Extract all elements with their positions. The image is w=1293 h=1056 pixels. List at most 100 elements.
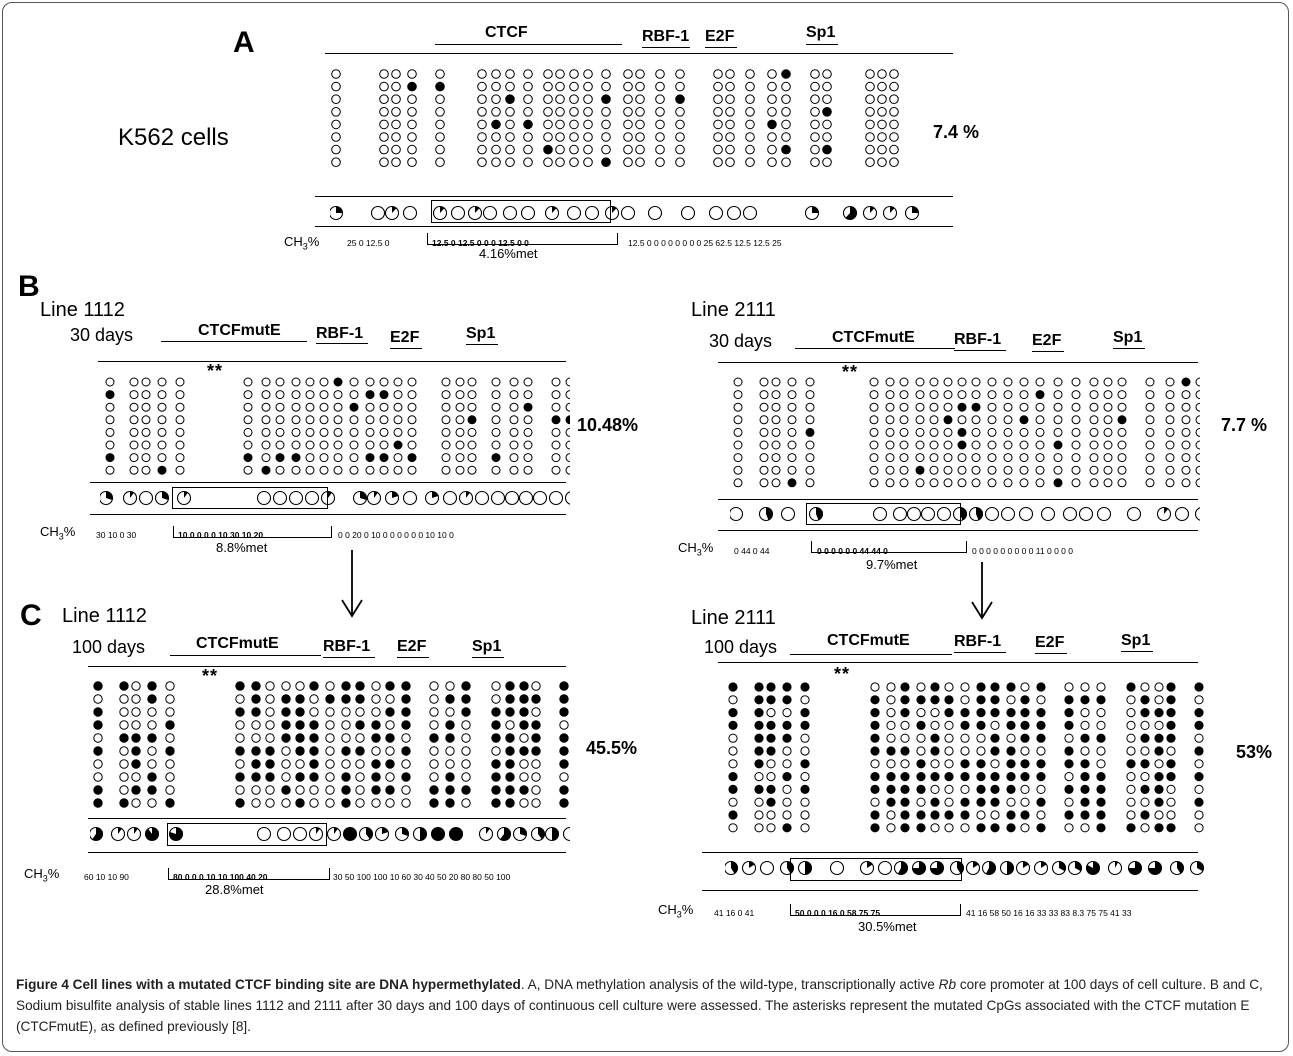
- cpg-circle: [531, 681, 541, 691]
- cpg-circle: [477, 119, 487, 130]
- cpg-circle: [944, 797, 954, 807]
- summary-pie: [370, 205, 386, 221]
- summary-circles-b-left: [100, 490, 570, 506]
- cpg-circle: [435, 107, 445, 117]
- summary-pie-fill: [475, 206, 480, 213]
- cpg-circle: [445, 759, 455, 769]
- cpg-circle: [445, 694, 455, 704]
- cpg-circle: [1006, 695, 1016, 705]
- cpg-circle: [766, 708, 776, 718]
- cpg-circle: [1140, 810, 1150, 820]
- summary-pie: [759, 860, 775, 876]
- cpg-circle: [295, 759, 305, 769]
- cpg-circle: [261, 453, 271, 463]
- cpg-circle: [916, 733, 926, 743]
- summary-pie: [502, 205, 518, 221]
- cpg-circle: [1195, 427, 1200, 437]
- summary-pie-fill: [466, 491, 470, 498]
- cpg-circle: [885, 402, 895, 412]
- cpg-circle: [623, 119, 633, 130]
- days-label: 30 days: [70, 325, 134, 345]
- cpg-circle: [1003, 478, 1013, 488]
- cpg-circle: [885, 427, 895, 437]
- cpg-circle: [243, 402, 253, 412]
- cpg-circle: [759, 465, 769, 475]
- cpg-circle: [555, 157, 565, 167]
- cpg-circle: [551, 465, 561, 475]
- summary-pie: [474, 490, 490, 506]
- cpg-circle: [655, 94, 665, 105]
- cpg-circle: [519, 759, 529, 769]
- site-underline-ctcfmute: [161, 341, 307, 343]
- cpg-circle: [916, 695, 926, 705]
- summary-pie: [448, 826, 464, 842]
- cpg-circle: [943, 415, 953, 425]
- cpg-circle: [491, 465, 501, 475]
- cpg-circle: [900, 733, 910, 743]
- cpg-circle: [915, 402, 925, 412]
- cpg-circle: [331, 81, 341, 92]
- cpg-circle: [243, 390, 253, 400]
- cpg-circle: [235, 681, 245, 691]
- cpg-circle: [435, 119, 445, 130]
- summary-pie: [292, 826, 308, 842]
- cpg-circle: [559, 759, 569, 769]
- cpg-circle: [1165, 390, 1175, 400]
- cpg-circle: [379, 144, 389, 155]
- cpg-circle: [805, 440, 815, 450]
- cpg-circle: [1096, 797, 1106, 807]
- site-label-ctcfmute: CTCFmutE: [827, 632, 910, 649]
- cpg-circle: [1080, 784, 1090, 795]
- cpg-circle: [349, 415, 359, 425]
- mutation-asterisks: **: [834, 664, 851, 684]
- summary-circles-b-right: [730, 506, 1200, 522]
- cpg-circle: [491, 746, 501, 756]
- cpg-circle: [491, 157, 501, 167]
- ch3-values-left: 60 10 10 90: [84, 872, 129, 882]
- cpg-circle: [341, 720, 351, 730]
- days-label: 100 days: [704, 637, 778, 657]
- cpg-circle: [331, 107, 341, 117]
- cpg-circle: [407, 390, 417, 400]
- cpg-circle: [960, 797, 970, 807]
- cpg-circle: [971, 415, 981, 425]
- cpg-circle: [822, 157, 832, 167]
- cpg-circle: [407, 69, 417, 79]
- cpg-circle: [445, 746, 455, 756]
- methylation-grid-c-right: [728, 682, 1204, 833]
- cpg-circle: [766, 810, 776, 820]
- cpg-circle: [407, 465, 417, 475]
- cpg-circle: [105, 402, 115, 412]
- cpg-circle: [1166, 772, 1176, 782]
- cpg-circle: [265, 694, 275, 704]
- ctcf-box: [167, 823, 327, 846]
- cpg-circle: [1166, 708, 1176, 718]
- summary-pie-fill: [870, 206, 875, 213]
- cpg-circle: [407, 453, 417, 463]
- cpg-circle: [1035, 465, 1045, 475]
- summary-pie: [906, 506, 922, 522]
- cpg-circle: [235, 746, 245, 756]
- cpg-circle: [1096, 708, 1106, 718]
- cpg-circle: [915, 390, 925, 400]
- cpg-circle: [355, 681, 365, 691]
- cpg-circle: [1194, 733, 1204, 743]
- cpg-circle: [129, 402, 139, 412]
- cpg-circle: [175, 377, 185, 387]
- cpg-circle: [1126, 810, 1136, 820]
- cpg-circle: [1020, 772, 1030, 782]
- cpg-circle: [325, 694, 335, 704]
- cpg-circle: [1165, 402, 1175, 412]
- cpg-circle: [1140, 823, 1150, 833]
- cpg-circle: [987, 478, 997, 488]
- cpg-circle: [467, 453, 477, 463]
- cpg-circle: [1154, 823, 1164, 833]
- cpg-circle: [393, 402, 403, 412]
- cpg-circle: [93, 746, 103, 756]
- cpg-circle: [725, 69, 735, 79]
- cpg-circle: [971, 465, 981, 475]
- cpg-circle: [1053, 377, 1063, 387]
- cpg-circle: [944, 733, 954, 743]
- bracket-left: [173, 526, 175, 538]
- site-label-rbf1: RBF-1: [954, 331, 1002, 348]
